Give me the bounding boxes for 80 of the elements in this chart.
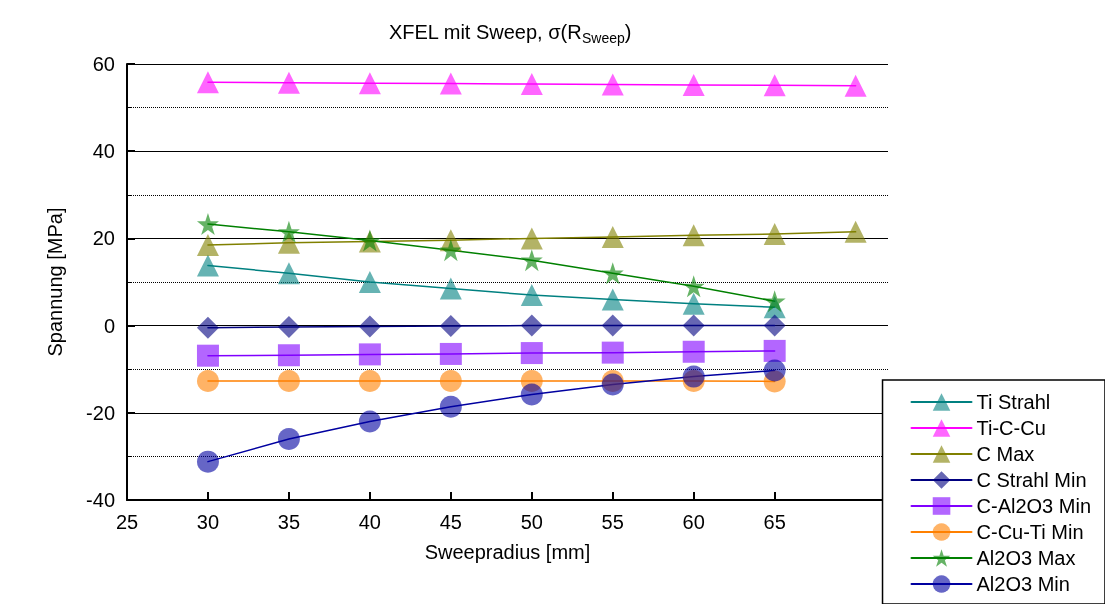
point [601,73,624,96]
point [520,284,543,307]
legend-label: C-Al2O3 Min [976,495,1092,517]
x-tick-label: 35 [277,511,301,533]
y-tick-label: 20 [92,227,115,250]
y-tick-label: -20 [86,401,115,424]
point [439,395,462,418]
y-tick-label: 40 [92,140,115,163]
point [520,342,543,365]
point [196,450,219,473]
point [763,339,786,362]
point [601,226,624,249]
legend-label: C-Cu-Ti Min [976,521,1084,543]
y-tick-label: 60 [92,53,115,75]
point [196,254,219,277]
point [277,344,300,367]
x-tick-label: 60 [682,511,705,533]
y-axis-title: Spannung [MPa] [44,207,66,357]
point [763,74,786,97]
point [844,74,867,97]
point [277,315,300,338]
x-tick-label: 25 [115,511,139,533]
legend-label: C Max [976,443,1035,465]
point [196,233,219,256]
point [439,239,462,262]
point [682,340,705,363]
point [520,383,543,406]
point [763,359,786,382]
point [682,275,705,298]
point [439,72,462,95]
point [277,369,300,392]
point [601,314,624,337]
x-tick-label: 50 [520,511,543,533]
y-tick-label: -40 [86,489,115,511]
legend-label: Ti Strahl [976,391,1051,413]
point [520,73,543,96]
x-tick-label: 30 [196,511,220,533]
point [358,343,381,366]
legend-label: Al2O3 Max [976,547,1076,569]
point [439,277,462,300]
point [358,271,381,293]
point [358,410,381,433]
point [358,315,381,338]
point [277,220,300,243]
x-tick-label: 65 [763,511,786,533]
point [196,316,219,339]
point [601,288,624,311]
x-axis-title: Sweepradius [mm] [424,541,591,563]
point [277,71,300,94]
y-tick-label: 0 [103,314,115,337]
point [682,292,705,315]
point [358,369,381,392]
point [439,369,462,392]
point [439,315,462,338]
point [277,427,300,450]
point [196,71,219,94]
point [682,224,705,247]
x-tick-label: 55 [601,511,624,533]
point [763,223,786,246]
point [520,227,543,250]
point [601,262,624,285]
legend-label: C Strahl Min [976,469,1087,491]
point [196,369,219,392]
point [682,314,705,337]
point [682,73,705,96]
point [763,290,786,313]
point [196,213,219,236]
legend-label: Ti-C-Cu [976,417,1046,439]
point [277,262,300,285]
x-tick-label: 45 [439,511,462,533]
point [520,249,543,272]
x-tick-label: 40 [358,511,381,533]
point [763,314,786,337]
point [196,344,219,367]
point [439,342,462,365]
point [844,220,867,243]
point [601,341,624,364]
legend-label: Al2O3 Min [976,573,1070,595]
point [520,314,543,337]
point [358,72,381,95]
